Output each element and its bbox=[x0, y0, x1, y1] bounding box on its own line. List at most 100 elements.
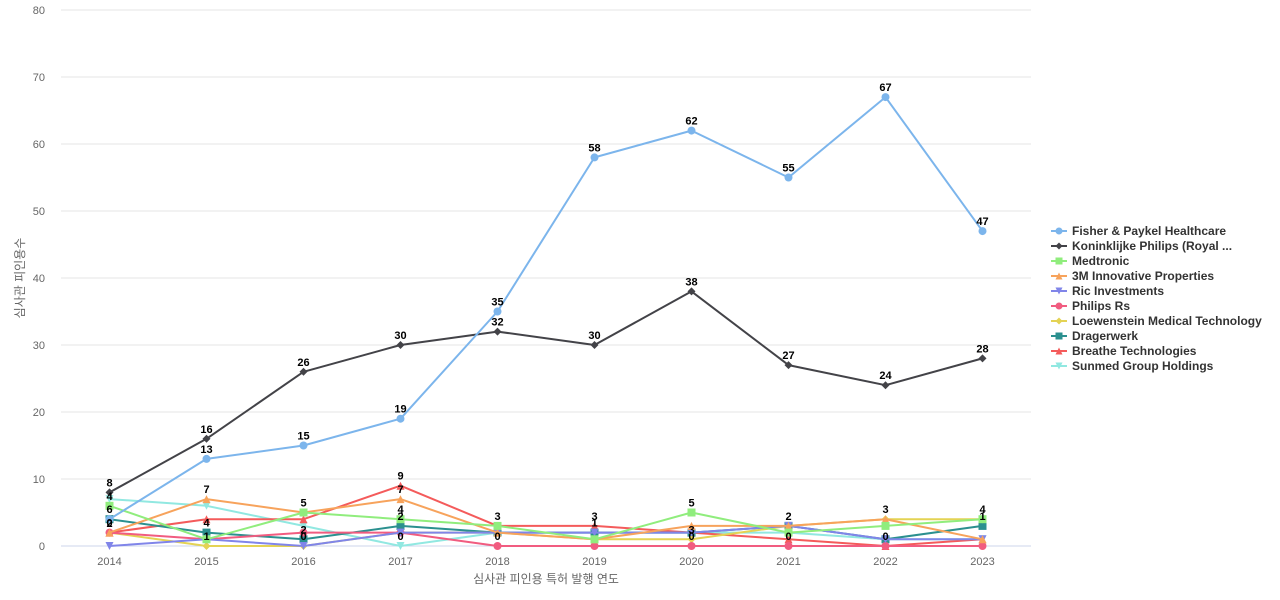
legend-marker[interactable] bbox=[1055, 362, 1063, 370]
series-line[interactable] bbox=[109, 290, 983, 494]
data-point-marker[interactable] bbox=[590, 521, 599, 530]
legend-item[interactable]: Medtronic bbox=[1051, 254, 1130, 268]
data-point-marker[interactable] bbox=[784, 521, 793, 530]
data-point-marker[interactable] bbox=[881, 535, 890, 544]
series-3 bbox=[105, 495, 987, 544]
y-tick-label: 80 bbox=[33, 5, 45, 17]
data-point-marker[interactable] bbox=[202, 454, 211, 463]
data-point-marker[interactable] bbox=[396, 414, 405, 423]
data-point-marker[interactable] bbox=[396, 515, 405, 524]
data-point-marker[interactable] bbox=[687, 528, 696, 537]
data-point-marker[interactable] bbox=[590, 153, 599, 162]
data-point-marker[interactable] bbox=[396, 341, 405, 349]
series-line[interactable] bbox=[109, 504, 983, 541]
data-point-marker[interactable] bbox=[784, 535, 793, 544]
data-point-marker[interactable] bbox=[687, 287, 696, 296]
data-point-marker[interactable] bbox=[493, 327, 502, 336]
data-point-marker[interactable] bbox=[202, 495, 211, 504]
legend-item[interactable]: Fisher & Paykel Healthcare bbox=[1051, 224, 1226, 238]
data-point-marker[interactable] bbox=[105, 501, 114, 510]
data-point-marker[interactable] bbox=[784, 361, 793, 370]
data-point-marker[interactable] bbox=[299, 367, 308, 376]
data-point-marker[interactable] bbox=[299, 521, 308, 530]
data-point-marker[interactable] bbox=[105, 528, 114, 537]
data-point-marker[interactable] bbox=[881, 515, 890, 524]
data-point-marker[interactable] bbox=[687, 542, 696, 550]
data-point-marker[interactable] bbox=[396, 481, 405, 490]
data-point-marker[interactable] bbox=[687, 521, 696, 530]
data-point-marker[interactable] bbox=[396, 528, 405, 537]
series-line[interactable] bbox=[109, 498, 983, 547]
data-point-marker[interactable] bbox=[978, 542, 987, 550]
data-label: 24 bbox=[879, 370, 892, 382]
data-point-marker[interactable] bbox=[202, 515, 211, 524]
data-point-marker[interactable] bbox=[202, 535, 211, 544]
data-point-marker[interactable] bbox=[299, 542, 308, 550]
data-point-marker[interactable] bbox=[299, 508, 308, 517]
data-point-marker[interactable] bbox=[202, 528, 211, 537]
data-point-marker[interactable] bbox=[493, 542, 502, 550]
legend-item[interactable]: Philips Rs bbox=[1051, 299, 1130, 313]
data-point-marker[interactable] bbox=[299, 441, 308, 450]
data-point-marker[interactable] bbox=[396, 542, 405, 550]
legend-item[interactable]: Ric Investments bbox=[1051, 284, 1164, 298]
series-line[interactable] bbox=[108, 96, 984, 521]
data-point-marker[interactable] bbox=[590, 542, 599, 550]
legend-item[interactable]: Koninklijke Philips (Royal ... bbox=[1051, 239, 1232, 253]
legend-marker[interactable] bbox=[1055, 242, 1063, 250]
data-point-marker[interactable] bbox=[978, 354, 987, 363]
data-point-marker[interactable] bbox=[299, 515, 308, 524]
data-point-marker[interactable] bbox=[687, 535, 696, 544]
data-label: 58 bbox=[588, 142, 600, 154]
data-point-marker[interactable] bbox=[105, 542, 114, 550]
legend-marker[interactable] bbox=[1055, 227, 1063, 235]
data-point-marker[interactable] bbox=[105, 515, 114, 524]
data-point-marker[interactable] bbox=[784, 542, 793, 550]
legend-marker[interactable] bbox=[1055, 332, 1063, 340]
data-point-marker[interactable] bbox=[590, 528, 599, 537]
data-point-marker[interactable] bbox=[202, 434, 211, 443]
data-point-marker[interactable] bbox=[784, 173, 793, 182]
data-point-marker[interactable] bbox=[396, 495, 405, 504]
series-line[interactable] bbox=[109, 531, 983, 547]
data-point-marker[interactable] bbox=[881, 93, 890, 102]
data-point-marker[interactable] bbox=[978, 521, 987, 530]
data-point-marker[interactable] bbox=[687, 126, 696, 135]
data-point-marker[interactable] bbox=[590, 341, 599, 349]
data-point-marker[interactable] bbox=[978, 515, 987, 524]
data-point-marker[interactable] bbox=[493, 307, 502, 316]
data-point-marker[interactable] bbox=[881, 542, 890, 550]
data-point-marker[interactable] bbox=[978, 227, 987, 236]
legend-item[interactable]: 3M Innovative Properties bbox=[1051, 269, 1214, 283]
data-point-marker[interactable] bbox=[493, 528, 502, 537]
legend-marker[interactable] bbox=[1055, 287, 1063, 295]
data-point-marker[interactable] bbox=[299, 535, 308, 544]
legend-marker[interactable] bbox=[1055, 272, 1063, 280]
data-point-marker[interactable] bbox=[299, 528, 308, 537]
legend-item[interactable]: Sunmed Group Holdings bbox=[1051, 359, 1214, 373]
legend-marker[interactable] bbox=[1055, 347, 1063, 355]
series-line[interactable] bbox=[109, 484, 983, 547]
data-point-marker[interactable] bbox=[202, 542, 211, 550]
data-point-marker[interactable] bbox=[978, 535, 987, 544]
legend-marker[interactable] bbox=[1055, 257, 1063, 265]
data-point-marker[interactable] bbox=[493, 521, 502, 530]
data-point-marker[interactable] bbox=[105, 488, 114, 497]
data-point-marker[interactable] bbox=[784, 528, 793, 537]
legend-marker[interactable] bbox=[1055, 317, 1063, 325]
data-point-marker[interactable] bbox=[590, 535, 599, 544]
data-point-marker[interactable] bbox=[881, 521, 890, 530]
data-point-marker[interactable] bbox=[396, 521, 405, 530]
legend-marker[interactable] bbox=[1055, 302, 1063, 310]
data-point-marker[interactable] bbox=[202, 501, 211, 510]
legend-item[interactable]: Breathe Technologies bbox=[1051, 344, 1197, 358]
legend-item[interactable]: Dragerwerk bbox=[1051, 329, 1138, 343]
series-line[interactable] bbox=[109, 498, 983, 541]
data-label: 19 bbox=[394, 404, 406, 416]
data-label: 2 bbox=[785, 511, 791, 523]
data-point-marker[interactable] bbox=[105, 495, 114, 504]
data-point-marker[interactable] bbox=[687, 508, 696, 517]
data-label: 15 bbox=[297, 431, 309, 443]
data-point-marker[interactable] bbox=[881, 381, 890, 390]
legend-item[interactable]: Loewenstein Medical Technology bbox=[1051, 314, 1262, 328]
